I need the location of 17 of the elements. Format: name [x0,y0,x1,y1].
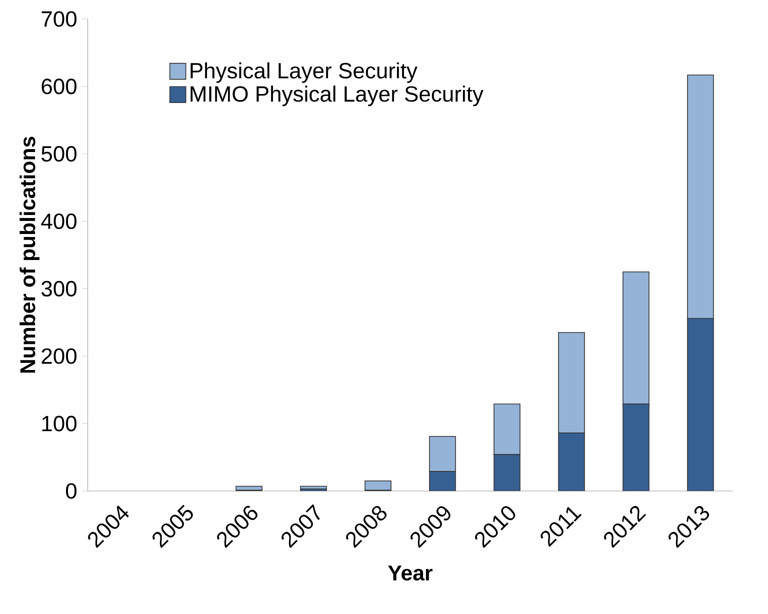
y-tick-label: 300 [41,280,76,296]
bar [687,74,714,319]
y-tick-label: 100 [42,416,76,432]
legend-label: Physical Layer Security [190,62,418,83]
legend-label: MIMO Physical Layer Security [190,86,484,106]
y-tick-label: 200 [42,348,76,364]
x-axis-title: Year [388,566,432,581]
y-tick-label: 700 [42,11,76,27]
bar [622,271,650,404]
bar [429,436,456,472]
bar [558,332,585,434]
y-axis-title: Number of publications [20,136,40,373]
y-tick-label: 400 [41,213,76,230]
y-tick-label: 500 [42,146,76,162]
y-tick-label: 600 [42,78,76,94]
y-tick-label: 0 [66,483,76,499]
bar [494,404,520,455]
